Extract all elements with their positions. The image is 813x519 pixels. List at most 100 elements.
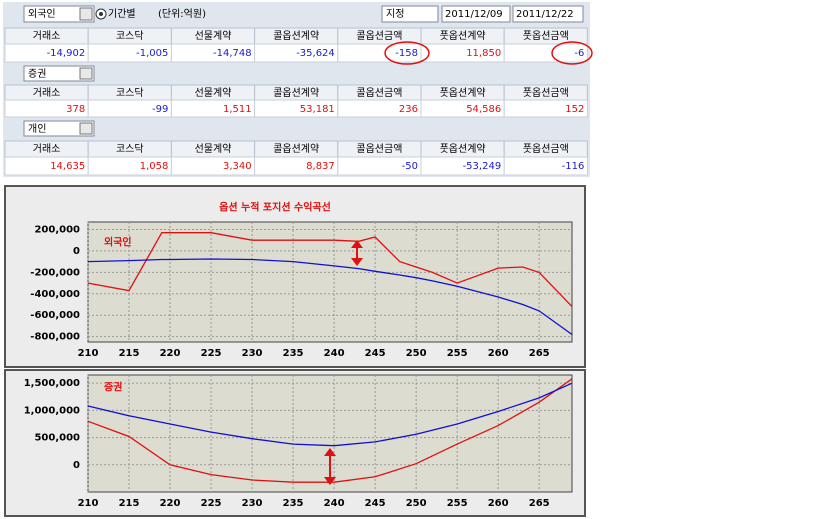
- value-text: 11,850: [466, 48, 501, 59]
- value-text: -53,249: [463, 161, 502, 172]
- dropdown-btn[interactable]: [79, 7, 93, 21]
- header-text: 콜옵션금액: [356, 30, 402, 42]
- x-tick-label: 230: [242, 498, 263, 509]
- group-label: 개인: [28, 123, 46, 135]
- mode-text: 기간별: [108, 8, 136, 20]
- radio-dot: [99, 12, 103, 16]
- arrow-head: [324, 477, 336, 485]
- x-tick-label: 210: [78, 348, 99, 359]
- header-text: 거래소: [33, 30, 61, 42]
- start-date[interactable]: [441, 5, 511, 23]
- header-text: 선물계약: [195, 143, 232, 155]
- x-tick-label: 240: [324, 498, 345, 509]
- value-text: -116: [562, 161, 585, 172]
- arrow-head: [324, 448, 336, 456]
- header-text: 거래소: [33, 87, 61, 99]
- header-text: 콜옵션계약: [273, 87, 319, 99]
- series-line: [87, 378, 573, 483]
- y-tick-label: 1,000,000: [24, 405, 80, 416]
- header-text: 풋옵션금액: [523, 30, 569, 42]
- arrow-head: [351, 240, 363, 248]
- header-text: 콜옵션계약: [273, 30, 319, 42]
- series-line: [87, 232, 573, 308]
- x-tick-label: 265: [529, 348, 550, 359]
- value-text: 53,181: [300, 104, 335, 115]
- group-select[interactable]: [23, 120, 95, 137]
- value-text: -14,748: [213, 48, 252, 59]
- end-text: 2011/12/22: [516, 9, 574, 20]
- value-cell: [503, 156, 588, 176]
- y-tick-label: -400,000: [30, 289, 80, 300]
- end-date[interactable]: [512, 5, 584, 23]
- y-tick-label: 200,000: [34, 225, 80, 236]
- header-text: 콜옵션금액: [356, 143, 402, 155]
- x-tick-label: 240: [324, 348, 345, 359]
- series-annotation: 외국인: [104, 236, 132, 249]
- value-text: 1,511: [223, 104, 252, 115]
- investor-text: 외국인: [28, 8, 56, 20]
- header-text: 선물계약: [195, 30, 232, 42]
- x-tick-label: 245: [365, 348, 386, 359]
- group-select[interactable]: [23, 65, 95, 82]
- y-tick-label: 1,500,000: [24, 378, 80, 389]
- x-tick-label: 230: [242, 348, 263, 359]
- investor-select[interactable]: [23, 5, 95, 23]
- header-text: 풋옵션금액: [523, 143, 569, 155]
- value-text: -158: [395, 48, 418, 59]
- y-tick-label: -600,000: [30, 310, 80, 321]
- value-text: 54,586: [466, 104, 501, 115]
- x-tick-label: 215: [119, 348, 140, 359]
- x-tick-label: 220: [160, 498, 181, 509]
- value-cell: [503, 43, 588, 63]
- range-select[interactable]: [381, 5, 439, 23]
- dropdown-btn[interactable]: [79, 122, 93, 135]
- dropdown-btn[interactable]: [79, 67, 93, 80]
- header-text: 콜옵션금액: [356, 87, 402, 99]
- chart-title: 옵션 누적 포지션 수익곡선: [219, 201, 331, 214]
- header-text: 풋옵션계약: [440, 30, 486, 42]
- range-text: 지정: [386, 8, 404, 20]
- group-label: 증권: [28, 68, 46, 80]
- x-tick-label: 235: [283, 498, 304, 509]
- header-text: 코스닥: [116, 30, 144, 42]
- unit-text: (단위:억원): [158, 7, 206, 20]
- y-tick-label: 500,000: [34, 433, 80, 444]
- arrow-head: [351, 258, 363, 266]
- y-tick-label: 0: [73, 460, 80, 471]
- value-text: 8,837: [306, 161, 335, 172]
- x-tick-label: 235: [283, 348, 304, 359]
- header-text: 선물계약: [195, 87, 232, 99]
- x-tick-label: 255: [447, 498, 468, 509]
- x-tick-label: 260: [488, 498, 509, 509]
- value-text: 378: [66, 104, 85, 115]
- series-line: [87, 382, 573, 447]
- header-text: 풋옵션금액: [523, 87, 569, 99]
- series-line: [87, 258, 573, 336]
- header-text: 풋옵션계약: [440, 143, 486, 155]
- value-text: 14,635: [50, 161, 85, 172]
- value-text: -6: [574, 48, 584, 59]
- series-annotation: 증권: [104, 382, 122, 394]
- value-text: 152: [565, 104, 584, 115]
- x-tick-label: 250: [406, 348, 427, 359]
- y-tick-label: -800,000: [30, 332, 80, 343]
- x-tick-label: 215: [119, 498, 140, 509]
- value-text: -99: [152, 104, 168, 115]
- y-tick-label: -200,000: [30, 267, 80, 278]
- y-tick-label: 0: [73, 246, 80, 257]
- x-tick-label: 265: [529, 498, 550, 509]
- value-text: -14,902: [47, 48, 86, 59]
- value-cell: [503, 99, 588, 118]
- header-text: 풋옵션계약: [440, 87, 486, 99]
- value-text: -35,624: [296, 48, 335, 59]
- highlight-circle: [384, 41, 430, 65]
- highlight-circle: [551, 41, 593, 65]
- value-text: -50: [402, 161, 418, 172]
- x-tick-label: 225: [201, 498, 222, 509]
- x-tick-label: 260: [488, 348, 509, 359]
- x-tick-label: 255: [447, 348, 468, 359]
- value-text: 1,058: [140, 161, 169, 172]
- header-text: 콜옵션계약: [273, 143, 319, 155]
- header-text: 코스닥: [116, 143, 144, 155]
